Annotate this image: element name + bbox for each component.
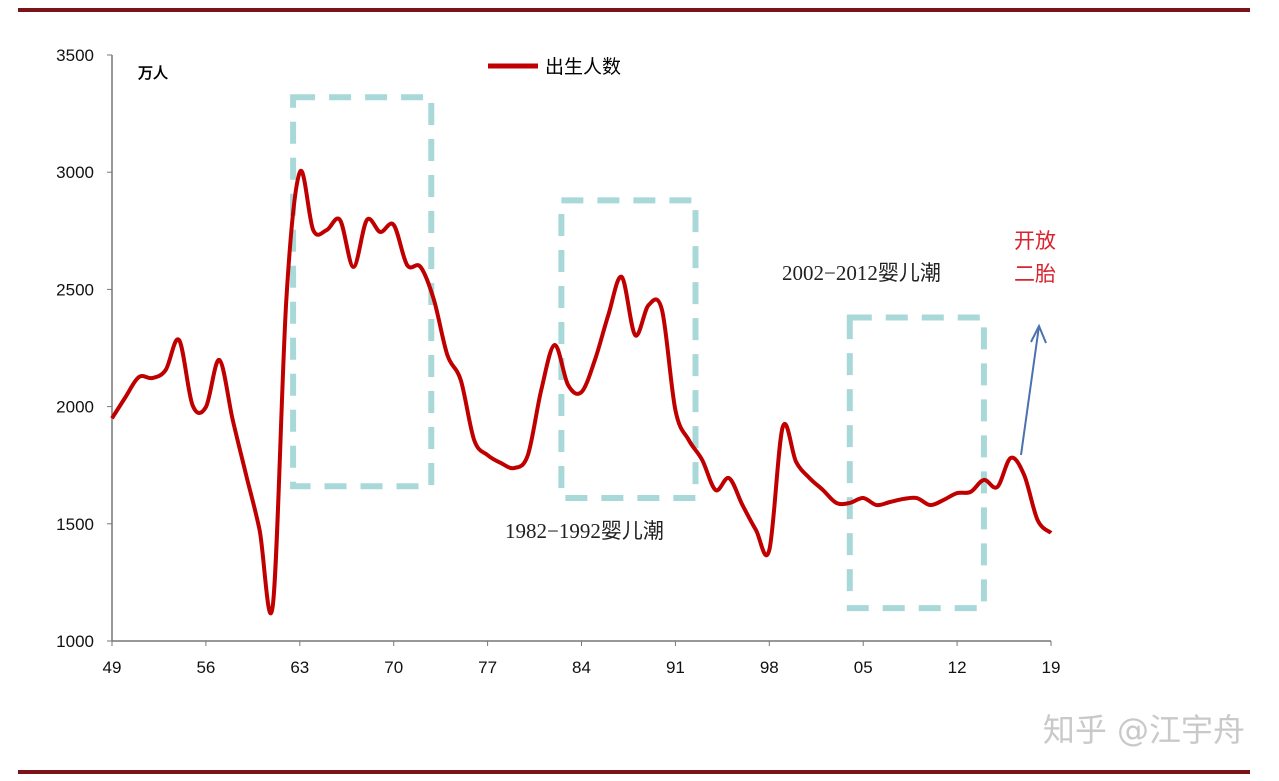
- baby-boom-box-0: [290, 94, 435, 490]
- x-tick-label: 49: [103, 658, 122, 677]
- two-child-arrow-icon: [1020, 323, 1047, 456]
- x-tick-label: 05: [854, 658, 873, 677]
- y-tick-label: 3000: [56, 163, 94, 182]
- x-tick-label: 56: [196, 658, 215, 677]
- unit-label: 万人: [137, 65, 169, 82]
- y-tick-label: 1000: [56, 632, 94, 651]
- x-tick-label: 98: [760, 658, 779, 677]
- baby-boom-box-2: [846, 314, 987, 612]
- x-tick-label: 91: [666, 658, 685, 677]
- annotation-two-child-line2: 二胎: [1014, 262, 1056, 286]
- watermark: 知乎 @江宇舟: [1042, 711, 1245, 749]
- y-tick-label: 1500: [56, 515, 94, 534]
- y-tick-label: 2500: [56, 280, 94, 299]
- x-tick-label: 12: [948, 658, 967, 677]
- annotation-two-child-line1: 开放: [1014, 229, 1056, 253]
- legend-label: 出生人数: [545, 56, 621, 78]
- baby-boom-box-1: [558, 197, 699, 502]
- annotation-1982-1992: 1982−1992婴儿潮: [505, 519, 664, 543]
- bottom-rule: [18, 770, 1250, 774]
- x-tick-label: 84: [572, 658, 591, 677]
- y-tick-label: 3500: [56, 46, 94, 65]
- top-rule: [18, 8, 1250, 12]
- x-tick-label: 77: [478, 658, 497, 677]
- x-tick-label: 19: [1042, 658, 1061, 677]
- x-tick-label: 63: [290, 658, 309, 677]
- annotation-2002-2012: 2002−2012婴儿潮: [782, 261, 941, 285]
- x-tick-label: 70: [384, 658, 403, 677]
- y-tick-label: 2000: [56, 398, 94, 417]
- series-line: [110, 168, 1053, 616]
